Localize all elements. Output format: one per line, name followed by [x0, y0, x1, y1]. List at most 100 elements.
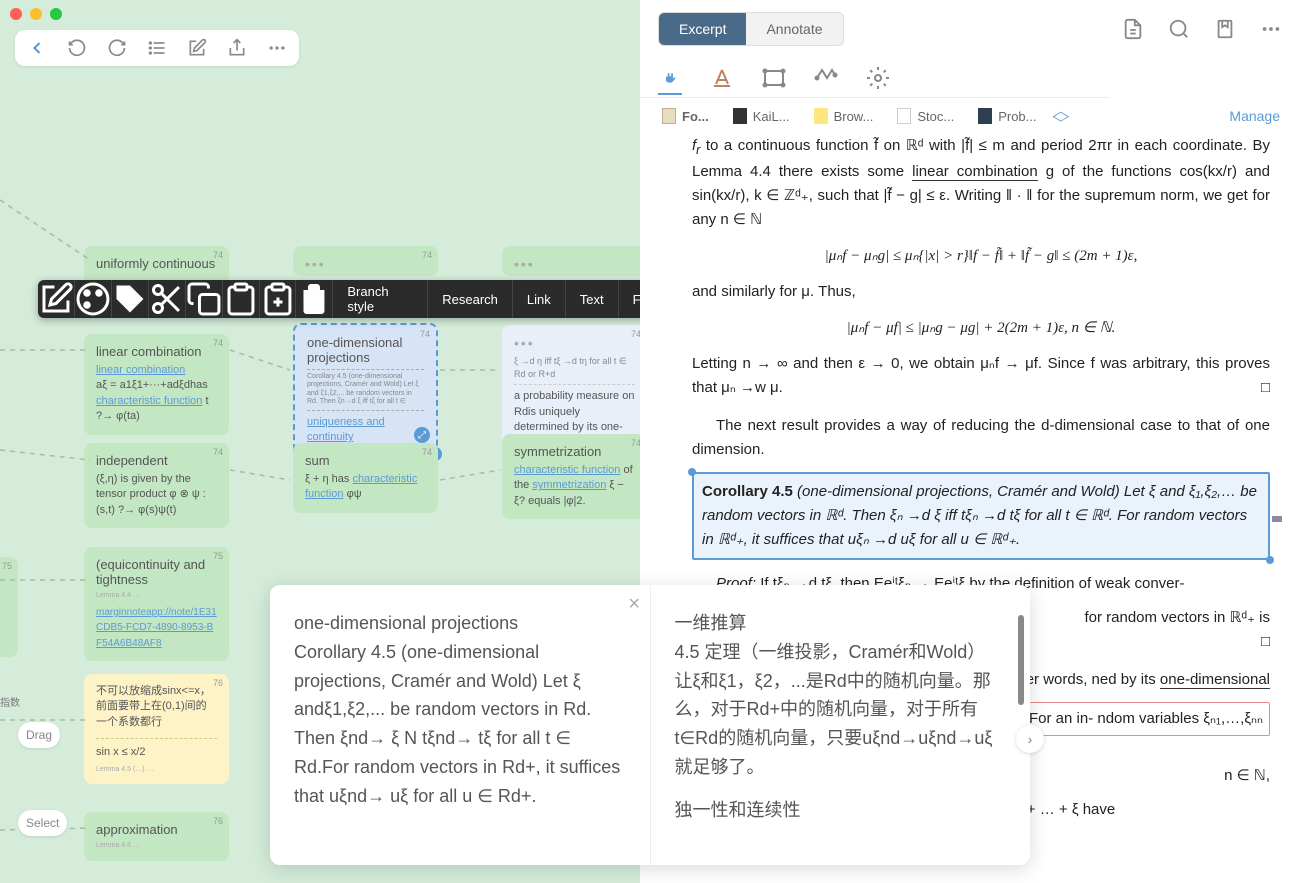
more-icon[interactable] — [267, 38, 287, 58]
node-independent[interactable]: 74 independent (ξ,η) is given by the ten… — [84, 443, 229, 528]
gear-icon[interactable] — [866, 66, 890, 90]
node-badge: 74 — [631, 438, 640, 448]
popup-right-title: 一维推算 — [675, 609, 1007, 638]
node-title: uniformly continuous — [96, 256, 217, 271]
ctx-delete-icon[interactable] — [296, 280, 333, 318]
tab-stoc[interactable]: Stoc... — [887, 104, 964, 128]
popup-left-col: one-dimensional projections Corollary 4.… — [270, 585, 650, 865]
ctx-research[interactable]: Research — [428, 280, 513, 318]
minimize-window[interactable] — [30, 8, 42, 20]
context-toolbar: Branch style Research Link Text Focus — [38, 280, 640, 318]
ctx-link[interactable]: Link — [513, 280, 566, 318]
ctx-palette-icon[interactable] — [75, 280, 112, 318]
search-icon[interactable] — [1168, 18, 1190, 40]
node-linear-combination[interactable]: 74 linear combination linear combination… — [84, 334, 229, 435]
node-badge: 74 — [422, 250, 432, 260]
hand-icon[interactable] — [658, 71, 682, 95]
tab-brow[interactable]: Brow... — [804, 104, 884, 128]
popup-left-text: Corollary 4.5 (one-dimensional projectio… — [294, 638, 626, 811]
node-badge: 74 — [631, 329, 640, 339]
manage-button[interactable]: Manage — [1229, 108, 1288, 124]
node-badge: 76 — [213, 816, 223, 826]
node-title: symmetrization — [514, 444, 635, 459]
ctx-paste-icon[interactable] — [223, 280, 260, 318]
close-window[interactable] — [10, 8, 22, 20]
annotation-toolbar — [640, 58, 1110, 98]
node-badge: 74 — [213, 338, 223, 348]
node-title: linear combination — [96, 344, 217, 359]
annotate-tab[interactable]: Annotate — [746, 13, 842, 45]
lasso-icon[interactable] — [814, 66, 838, 90]
node-side-partial[interactable]: 75 — [0, 557, 18, 657]
node-empty-2[interactable]: ••• — [502, 246, 640, 276]
doc-paragraph: fr to a continuous function f̃ on ℝᵈ wit… — [692, 134, 1270, 232]
node-one-dim-selected[interactable]: 74 one-dimensional projections Corollary… — [293, 323, 438, 457]
node-approximation[interactable]: 76 approximation Lemma 4.6 … — [84, 812, 229, 861]
doc-link[interactable]: one-dimensional — [1160, 671, 1270, 689]
ctx-branch-style[interactable]: Branch style — [333, 280, 428, 318]
node-link[interactable]: characteristic function — [514, 464, 620, 476]
node-title: sum — [305, 453, 426, 468]
list-icon[interactable] — [147, 38, 167, 58]
popup-scrollbar[interactable] — [1018, 615, 1024, 705]
ctx-text[interactable]: Text — [566, 280, 619, 318]
node-link[interactable]: marginnoteapp://note/1E31CDB5-FCD7-4890-… — [96, 607, 217, 649]
node-empty-1[interactable]: 74 ••• — [293, 246, 438, 276]
maximize-window[interactable] — [50, 8, 62, 20]
undo-icon[interactable] — [67, 38, 87, 58]
node-badge: 75 — [2, 561, 12, 571]
node-badge: 74 — [420, 329, 430, 339]
ctx-edit-icon[interactable] — [38, 280, 75, 318]
highlight-handle[interactable] — [688, 468, 696, 476]
node-text: (ξ,η) is given by the tensor product φ ⊗… — [96, 472, 217, 518]
tab-kail[interactable]: KaiL... — [723, 104, 800, 128]
redo-icon[interactable] — [107, 38, 127, 58]
popup-toggle-icon[interactable]: › — [1016, 725, 1044, 753]
node-link[interactable]: symmetrization — [532, 479, 606, 491]
node-title: approximation — [96, 822, 217, 837]
node-symmetrization[interactable]: 74 symmetrization characteristic functio… — [502, 434, 640, 519]
highlight-marker — [1272, 516, 1282, 522]
node-link[interactable]: linear combination — [96, 364, 185, 376]
rectangle-icon[interactable] — [762, 66, 786, 90]
doc-equation: |μₙf − μₙg| ≤ μₙ{|x| > r}‖f − f̃‖ + ‖f̃ … — [692, 244, 1270, 268]
doc-highlight[interactable]: Corollary 4.5 (one-dimensional projectio… — [692, 472, 1270, 560]
ctx-copy-icon[interactable] — [186, 280, 223, 318]
excerpt-tab[interactable]: Excerpt — [659, 13, 746, 45]
side-text: 指数 — [0, 694, 20, 709]
document-icon[interactable] — [1122, 18, 1144, 40]
ctx-cut-icon[interactable] — [149, 280, 186, 318]
text-style-icon[interactable] — [710, 66, 734, 90]
doc-equation: |μₙf − μf| ≤ |μₙg − μg| + 2(2m + 1)ε, n … — [692, 316, 1270, 340]
bookmark-icon[interactable] — [1214, 18, 1236, 40]
node-badge: 74 — [422, 447, 432, 457]
share-icon[interactable] — [227, 38, 247, 58]
node-link[interactable]: characteristic function — [96, 395, 202, 407]
ctx-clipboard-icon[interactable] — [260, 280, 297, 318]
doc-paragraph: and similarly for μ. Thus, — [692, 280, 1270, 304]
edit-icon[interactable] — [187, 38, 207, 58]
popup-close-icon[interactable]: × — [628, 593, 640, 616]
popup-left-title: one-dimensional projections — [294, 609, 626, 638]
tab-icon — [814, 108, 828, 124]
node-badge: 74 — [213, 447, 223, 457]
highlight-handle[interactable] — [1266, 556, 1274, 564]
node-expand-icon[interactable]: ⤢ — [414, 427, 430, 443]
drag-label[interactable]: Drag — [18, 722, 60, 748]
doc-link[interactable]: linear combination — [912, 163, 1038, 181]
node-sum[interactable]: 74 sum ξ + η has characteristic function… — [293, 443, 438, 513]
node-equicontinuity[interactable]: 75 (equicontinuity and tightness Lemma 4… — [84, 547, 229, 661]
tab-prob[interactable]: Prob... — [968, 104, 1046, 128]
left-toolbar — [15, 30, 299, 66]
popup-right-col: 一维推算 4.5 定理（一维投影，Cramér和Wold） 让ξ和ξ1，ξ2，.… — [650, 585, 1031, 865]
node-link[interactable]: uniqueness and continuity — [307, 416, 385, 443]
popup-card: × one-dimensional projections Corollary … — [270, 585, 1030, 865]
ctx-tag-icon[interactable] — [112, 280, 149, 318]
ctx-focus[interactable]: Focus — [619, 280, 640, 318]
node-chinese[interactable]: 76 不可以放缩成sinx<=x，前面要带上在(0,1)间的一个系数都行 sin… — [84, 674, 229, 784]
select-label[interactable]: Select — [18, 810, 67, 836]
back-icon[interactable] — [27, 38, 47, 58]
tab-fo[interactable]: Fo... — [652, 104, 719, 128]
more-icon[interactable] — [1260, 18, 1282, 40]
tab-chevron-icon[interactable]: ◇ — [1046, 108, 1075, 124]
